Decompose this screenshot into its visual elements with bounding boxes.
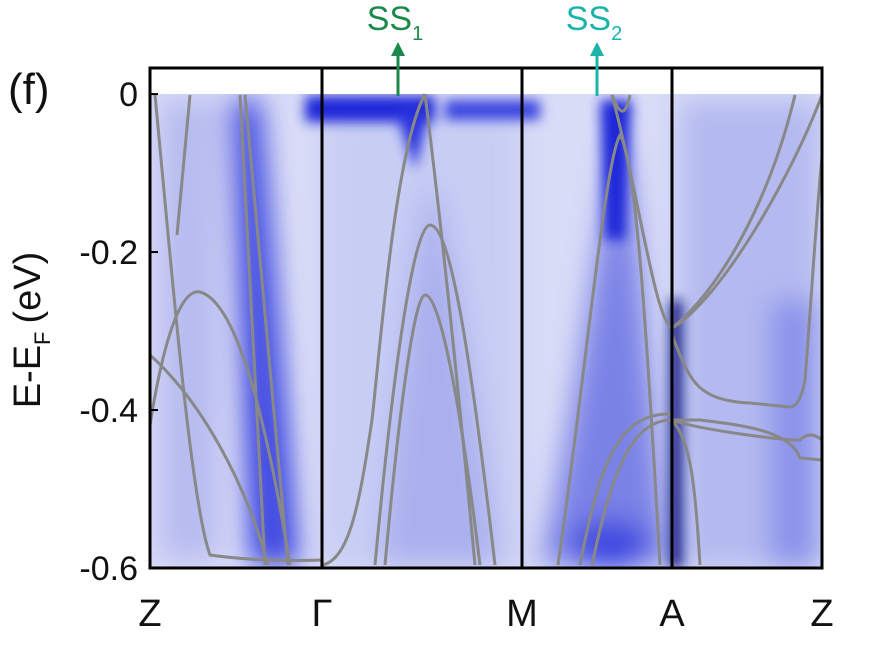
annotation-sub: 2: [611, 23, 622, 45]
y-tick-label: -0.2: [79, 234, 138, 272]
annotation-label: SS2: [566, 0, 622, 45]
y-label-unit: (eV): [7, 252, 49, 324]
panel-label: (f): [8, 65, 50, 114]
band-curves: [150, 93, 822, 567]
y-label-main: E-E: [7, 345, 49, 408]
y-label-sub: F: [30, 331, 55, 344]
annotation-main: SS: [367, 0, 412, 38]
annotation-label: SS1: [367, 0, 423, 45]
x-tick-label: A: [659, 593, 685, 635]
plot-frame: [148, 66, 824, 570]
annotation-arrowhead: [590, 42, 604, 56]
x-tick-label: M: [506, 593, 538, 635]
x-tick-label: Z: [810, 593, 833, 635]
y-tick-label: 0: [119, 76, 138, 114]
annotation-main: SS: [566, 0, 611, 38]
y-axis-label: E-EF (eV): [7, 252, 55, 409]
y-tick-label: -0.6: [79, 550, 138, 588]
x-tick-label: Γ: [312, 593, 333, 635]
annotation-sub: 1: [412, 23, 423, 45]
x-tick-label: Z: [138, 593, 161, 635]
y-tick-label: -0.4: [79, 392, 138, 430]
annotation-arrowhead: [391, 42, 405, 56]
intensity-map: [150, 68, 822, 568]
